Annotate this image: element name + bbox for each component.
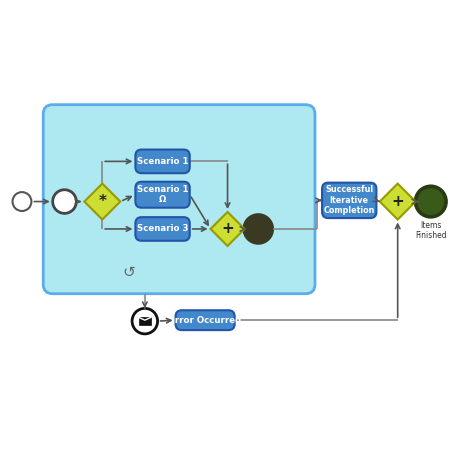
FancyBboxPatch shape — [136, 182, 190, 208]
Text: Scenario 1
Ω: Scenario 1 Ω — [137, 185, 188, 204]
Text: Successful
Iterative
Completion: Successful Iterative Completion — [324, 185, 375, 215]
Circle shape — [12, 192, 31, 211]
FancyBboxPatch shape — [43, 105, 315, 294]
FancyBboxPatch shape — [322, 182, 376, 218]
FancyBboxPatch shape — [136, 150, 190, 173]
Text: *: * — [98, 194, 106, 209]
Circle shape — [132, 309, 157, 334]
Polygon shape — [380, 183, 416, 219]
Polygon shape — [210, 212, 245, 246]
Text: +: + — [221, 221, 234, 237]
Text: +: + — [392, 194, 404, 209]
FancyBboxPatch shape — [175, 310, 235, 330]
Text: Error Occurred: Error Occurred — [169, 316, 241, 325]
FancyBboxPatch shape — [139, 318, 151, 325]
Circle shape — [53, 190, 76, 213]
FancyBboxPatch shape — [136, 217, 190, 241]
Polygon shape — [84, 183, 120, 219]
Text: Scenario 3: Scenario 3 — [137, 225, 188, 234]
Text: ↺: ↺ — [122, 265, 135, 280]
Circle shape — [419, 190, 442, 213]
Text: Items
Finished: Items Finished — [415, 221, 447, 240]
Circle shape — [248, 219, 269, 239]
Text: Scenario 1: Scenario 1 — [137, 157, 188, 166]
